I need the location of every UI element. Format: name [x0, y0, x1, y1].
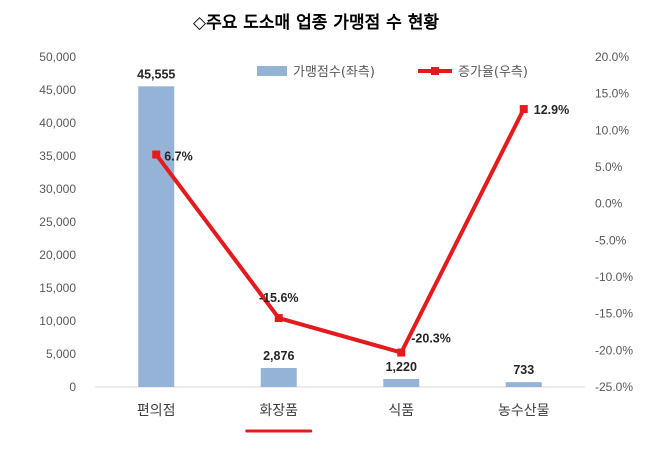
- line-data-label: -15.6%: [259, 291, 299, 305]
- legend-label-line: 증가율(우측): [458, 65, 528, 80]
- legend-swatch-bar: [257, 66, 287, 76]
- line-path: [154, 108, 526, 355]
- line-series: 6.7% -15.6% -20.3% 12.9%: [152, 103, 569, 357]
- left-tick-label: 25,000: [39, 215, 76, 229]
- right-tick-label: 10.0%: [595, 123, 629, 137]
- line-data-label: -20.3%: [411, 332, 451, 346]
- right-tick-label: 20.0%: [595, 50, 629, 64]
- legend-label-bar: 가맹점수(좌측): [293, 65, 375, 80]
- left-tick-label: 30,000: [39, 182, 76, 196]
- left-tick-label: 45,000: [39, 83, 76, 97]
- bar-data-label: 45,555: [137, 67, 175, 81]
- left-tick-label: 10,000: [39, 314, 76, 328]
- line-marker: [397, 348, 406, 357]
- bar-data-label: 1,220: [386, 360, 417, 374]
- legend-marker-line: [431, 67, 439, 75]
- category-label: 식품: [388, 403, 414, 419]
- bar: [383, 378, 420, 387]
- left-tick-label: 50,000: [39, 50, 76, 64]
- chart-title: ◇주요 도소매 업종 가맹점 수 현황: [193, 13, 439, 33]
- line-marker: [274, 314, 283, 323]
- left-tick-label: 35,000: [39, 149, 76, 163]
- right-axis: -25.0% -20.0% -15.0% -10.0% -5.0% 0.0% 5.0% 10.…: [595, 50, 633, 394]
- right-tick-label: -5.0%: [595, 233, 627, 247]
- bar-data-label: 2,876: [263, 349, 294, 363]
- right-tick-label: 15.0%: [595, 87, 629, 101]
- category-label: 편의점: [137, 403, 176, 419]
- bar: [138, 86, 175, 387]
- line-marker: [152, 150, 161, 159]
- bar-series: 45,555 2,876 1,220 733: [137, 67, 542, 387]
- left-tick-label: 5,000: [46, 347, 76, 361]
- right-tick-label: 5.0%: [595, 160, 623, 174]
- left-tick-label: 15,000: [39, 281, 76, 295]
- right-tick-label: -15.0%: [595, 307, 633, 321]
- legend: 가맹점수(좌측) 증가율(우측): [257, 65, 528, 80]
- right-tick-label: -25.0%: [595, 380, 633, 394]
- left-tick-label: 20,000: [39, 248, 76, 262]
- right-tick-label: 0.0%: [595, 197, 623, 211]
- category-labels: 편의점 화장품 식품 농수산물: [137, 403, 550, 433]
- line-marker: [519, 105, 528, 114]
- line-data-label: 6.7%: [164, 150, 193, 164]
- left-tick-label: 40,000: [39, 116, 76, 130]
- right-tick-label: -10.0%: [595, 270, 633, 284]
- line-data-label: 12.9%: [534, 103, 569, 117]
- category-label: 농수산물: [498, 403, 550, 419]
- left-tick-label: 0: [69, 380, 76, 394]
- right-tick-label: -20.0%: [595, 343, 633, 357]
- bar: [505, 382, 542, 387]
- bar-data-label: 733: [513, 363, 534, 377]
- category-label: 화장품: [259, 403, 298, 419]
- bar: [260, 368, 297, 387]
- left-axis: 0 5,000 10,000 15,000 20,000 25,000 30,000 35,0…: [39, 50, 76, 394]
